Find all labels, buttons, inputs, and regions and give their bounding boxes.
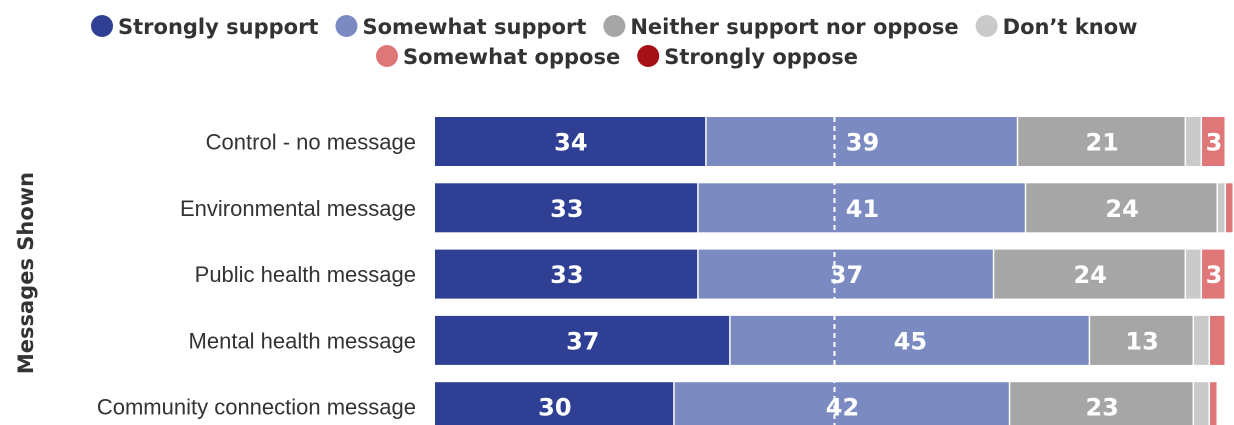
- bar-label-control-no-message-strongly-support: 34: [554, 129, 587, 157]
- bars: [435, 117, 1233, 425]
- bar-label-control-no-message-somewhat-oppose: 3: [1206, 129, 1223, 157]
- category-label-mental-health-message: Mental health message: [189, 328, 416, 353]
- bar-label-community-connection-message-strongly-support: 30: [538, 394, 571, 422]
- bar-public-health-message-somewhat-support: [698, 249, 993, 299]
- bar-community-connection-message-don-t-know: [1194, 382, 1209, 425]
- bar-label-environmental-message-neither-support-nor-oppose: 24: [1105, 195, 1138, 223]
- bar-public-health-message-strongly-support: [435, 249, 698, 299]
- legend-marker-strongly-support: [91, 15, 113, 37]
- category-label-community-connection-message: Community connection message: [97, 395, 416, 420]
- legend-label-somewhat-oppose: Somewhat oppose: [403, 45, 620, 69]
- bar-label-environmental-message-somewhat-support: 41: [846, 195, 879, 223]
- bar-label-environmental-message-strongly-support: 33: [550, 195, 583, 223]
- legend-marker-somewhat-support: [335, 15, 358, 37]
- bar-public-health-message-don-t-know: [1186, 249, 1201, 299]
- bar-control-no-message-neither-support-nor-oppose: [1018, 117, 1185, 166]
- legend-marker-strongly-oppose: [637, 45, 660, 67]
- y-axis-title-text: Messages Shown: [14, 172, 38, 374]
- bar-control-no-message-strongly-support: [435, 117, 706, 166]
- legend: Strongly support Somewhat support Neither …: [91, 15, 1138, 69]
- bar-label-control-no-message-somewhat-support: 39: [846, 129, 879, 157]
- bar-mental-health-message-don-t-know: [1194, 315, 1209, 365]
- bar-label-public-health-message-neither-support-nor-oppose: 24: [1073, 261, 1106, 289]
- bar-mental-health-message-somewhat-oppose: [1210, 315, 1225, 365]
- legend-label-neither-support-nor-oppose: Neither support nor oppose: [630, 15, 958, 39]
- bar-label-mental-health-message-somewhat-support: 45: [894, 327, 927, 355]
- bar-control-no-message-don-t-know: [1186, 117, 1201, 166]
- bar-public-health-message-somewhat-oppose: [1202, 249, 1225, 299]
- bar-environmental-message-somewhat-support: [698, 183, 1025, 233]
- category-label-control-no-message: Control - no message: [206, 130, 416, 155]
- legend-label-strongly-oppose: Strongly oppose: [664, 45, 858, 69]
- bar-control-no-message-somewhat-oppose: [1202, 117, 1225, 166]
- bar-mental-health-message-somewhat-support: [730, 315, 1089, 365]
- bar-label-control-no-message-neither-support-nor-oppose: 21: [1085, 129, 1118, 157]
- bar-mental-health-message-neither-support-nor-oppose: [1090, 315, 1193, 365]
- category-label-public-health-message: Public health message: [195, 262, 416, 287]
- bar-label-public-health-message-strongly-support: 33: [550, 261, 583, 289]
- bar-control-no-message-somewhat-support: [706, 117, 1017, 166]
- bar-environmental-message-don-t-know: [1218, 183, 1225, 233]
- legend-label-don-t-know: Don’t know: [1003, 15, 1138, 39]
- bar-community-connection-message-somewhat-oppose: [1210, 382, 1217, 425]
- y-axis-title: Messages Shown: [14, 172, 38, 374]
- bar-mental-health-message-strongly-support: [435, 315, 730, 365]
- bar-community-connection-message-somewhat-support: [674, 382, 1009, 425]
- bar-label-mental-health-message-strongly-support: 37: [566, 327, 599, 355]
- bar-label-public-health-message-somewhat-oppose: 3: [1206, 261, 1223, 289]
- category-label-environmental-message: Environmental message: [180, 196, 416, 221]
- bar-public-health-message-neither-support-nor-oppose: [994, 249, 1185, 299]
- legend-marker-don-t-know: [975, 15, 998, 37]
- legend-marker-somewhat-oppose: [376, 45, 398, 67]
- bar-community-connection-message-neither-support-nor-oppose: [1010, 382, 1193, 425]
- bar-environmental-message-neither-support-nor-oppose: [1026, 183, 1217, 233]
- bar-label-community-connection-message-somewhat-support: 42: [826, 394, 859, 422]
- bar-environmental-message-strongly-support: [435, 183, 698, 233]
- category-labels: Control - no message Environmental messag…: [97, 130, 416, 420]
- legend-marker-neither-support-nor-oppose: [603, 15, 626, 37]
- bar-label-mental-health-message-neither-support-nor-oppose: 13: [1125, 327, 1158, 355]
- legend-label-strongly-support: Strongly support: [118, 15, 318, 39]
- bar-community-connection-message-strongly-support: [435, 382, 674, 425]
- bar-environmental-message-somewhat-oppose: [1226, 183, 1233, 233]
- legend-label-somewhat-support: Somewhat support: [362, 15, 586, 39]
- bar-label-community-connection-message-neither-support-nor-oppose: 23: [1085, 394, 1118, 422]
